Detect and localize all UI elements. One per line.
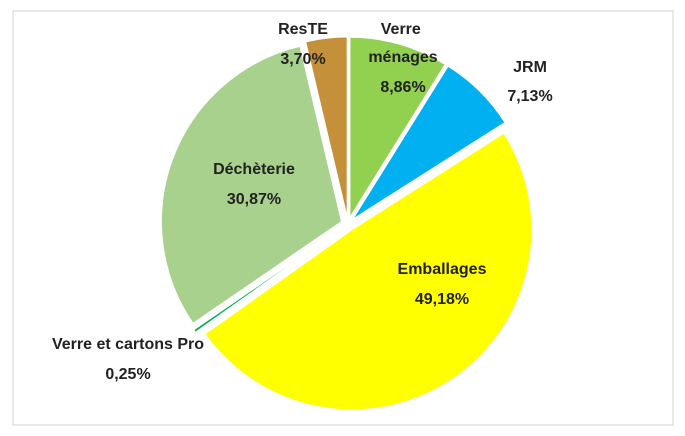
value-label: 7,13% [507, 88, 552, 105]
value-label: 49,18% [415, 291, 469, 308]
value-label: 30,87% [227, 191, 281, 208]
slice-label: Verre et cartons Pro [52, 336, 204, 353]
pie-slice [305, 36, 348, 218]
value-label: 0,25% [105, 366, 150, 383]
slice-label: JRM [513, 59, 547, 76]
slice-label: Emballages [398, 261, 487, 278]
pie-slice [352, 65, 506, 220]
value-label: 3,70% [280, 51, 325, 68]
slice-label: ResTE [278, 21, 328, 38]
value-label: 8,86% [380, 79, 425, 96]
slice-label: Verre ménages [368, 21, 437, 66]
pie-slice [193, 227, 343, 333]
pie-slice [160, 45, 343, 325]
pie-slice [349, 36, 446, 220]
slice-label: Déchèterie [213, 161, 295, 178]
pie-slice [204, 132, 533, 411]
